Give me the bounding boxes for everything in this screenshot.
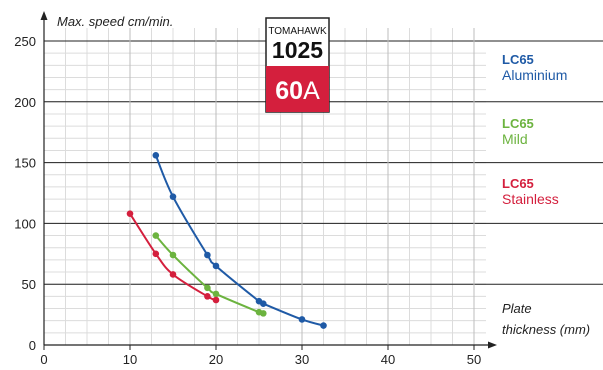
data-point-aluminium [260,300,267,307]
data-point-stainless [204,293,211,300]
y-tick-label: 150 [14,156,36,171]
data-point-stainless [126,210,134,217]
x-axis-label-line1: Plate [502,301,532,316]
legend-material-mild: Mild [502,131,528,147]
x-tick-label: 0 [40,352,47,367]
x-tick-label: 30 [295,352,309,367]
tick-labels: 0 10 20 30 40 50 0 50 100 150 200 250 [14,34,481,367]
y-tick-label: 0 [29,338,36,353]
y-axis-label: Max. speed cm/min. [57,14,173,29]
badge-brand: TOMAHAWK [268,26,327,37]
y-tick-label: 250 [14,34,36,49]
axes [40,11,497,349]
x-tick-label: 40 [381,352,395,367]
data-point-aluminium [320,322,327,329]
y-tick-label: 100 [14,216,36,231]
data-point-aluminium [298,316,306,323]
data-point-mild [212,290,220,298]
x-tick-label: 20 [209,352,223,367]
data-point-stainless [169,271,177,278]
data-point-stainless [212,296,220,304]
data-point-aluminium [169,193,177,200]
legend-model-stainless: LC65 [502,176,534,191]
data-point-aluminium [152,152,160,159]
data-point-mild [260,310,267,317]
x-tick-label: 50 [467,352,481,367]
x-axis-label-line2: thickness (mm) [502,322,590,337]
data-point-stainless [152,250,160,258]
series-curves [129,154,324,327]
minor-grid [44,28,486,345]
legend-material-aluminium: Aluminium [502,67,567,83]
data-point-aluminium [212,262,220,270]
series-line-aluminium [154,154,324,327]
badge-amp-unit: A [303,77,320,105]
y-tick-label: 200 [14,95,36,110]
series-points [126,152,327,329]
data-point-aluminium [204,251,211,259]
y-tick-label: 50 [22,277,36,292]
badge-amp-number: 60 [275,77,303,105]
badge-model-number: 1025 [272,37,323,63]
data-point-mild [152,232,160,239]
legend-model-aluminium: LC65 [502,52,534,67]
data-point-mild [204,284,211,292]
x-tick-label: 10 [123,352,137,367]
legend-model-mild: LC65 [502,116,534,131]
legend-material-stainless: Stainless [502,191,559,207]
data-point-mild [169,251,177,259]
model-badge: TOMAHAWK 1025 60A [265,17,330,113]
badge-amperage: 60A [275,77,320,105]
x-axis-arrow [488,341,497,349]
y-axis-arrow [40,11,48,20]
badge-amp-panel [266,66,329,112]
